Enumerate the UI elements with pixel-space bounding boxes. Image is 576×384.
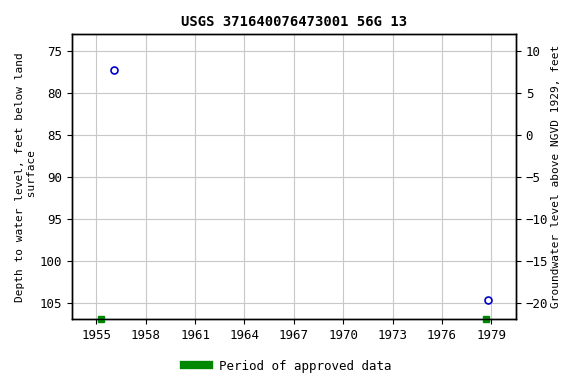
Y-axis label: Depth to water level, feet below land
 surface: Depth to water level, feet below land su… [15, 52, 37, 302]
Y-axis label: Groundwater level above NGVD 1929, feet: Groundwater level above NGVD 1929, feet [551, 45, 561, 308]
Legend: Period of approved data: Period of approved data [179, 355, 397, 378]
Title: USGS 371640076473001 56G 13: USGS 371640076473001 56G 13 [181, 15, 407, 29]
